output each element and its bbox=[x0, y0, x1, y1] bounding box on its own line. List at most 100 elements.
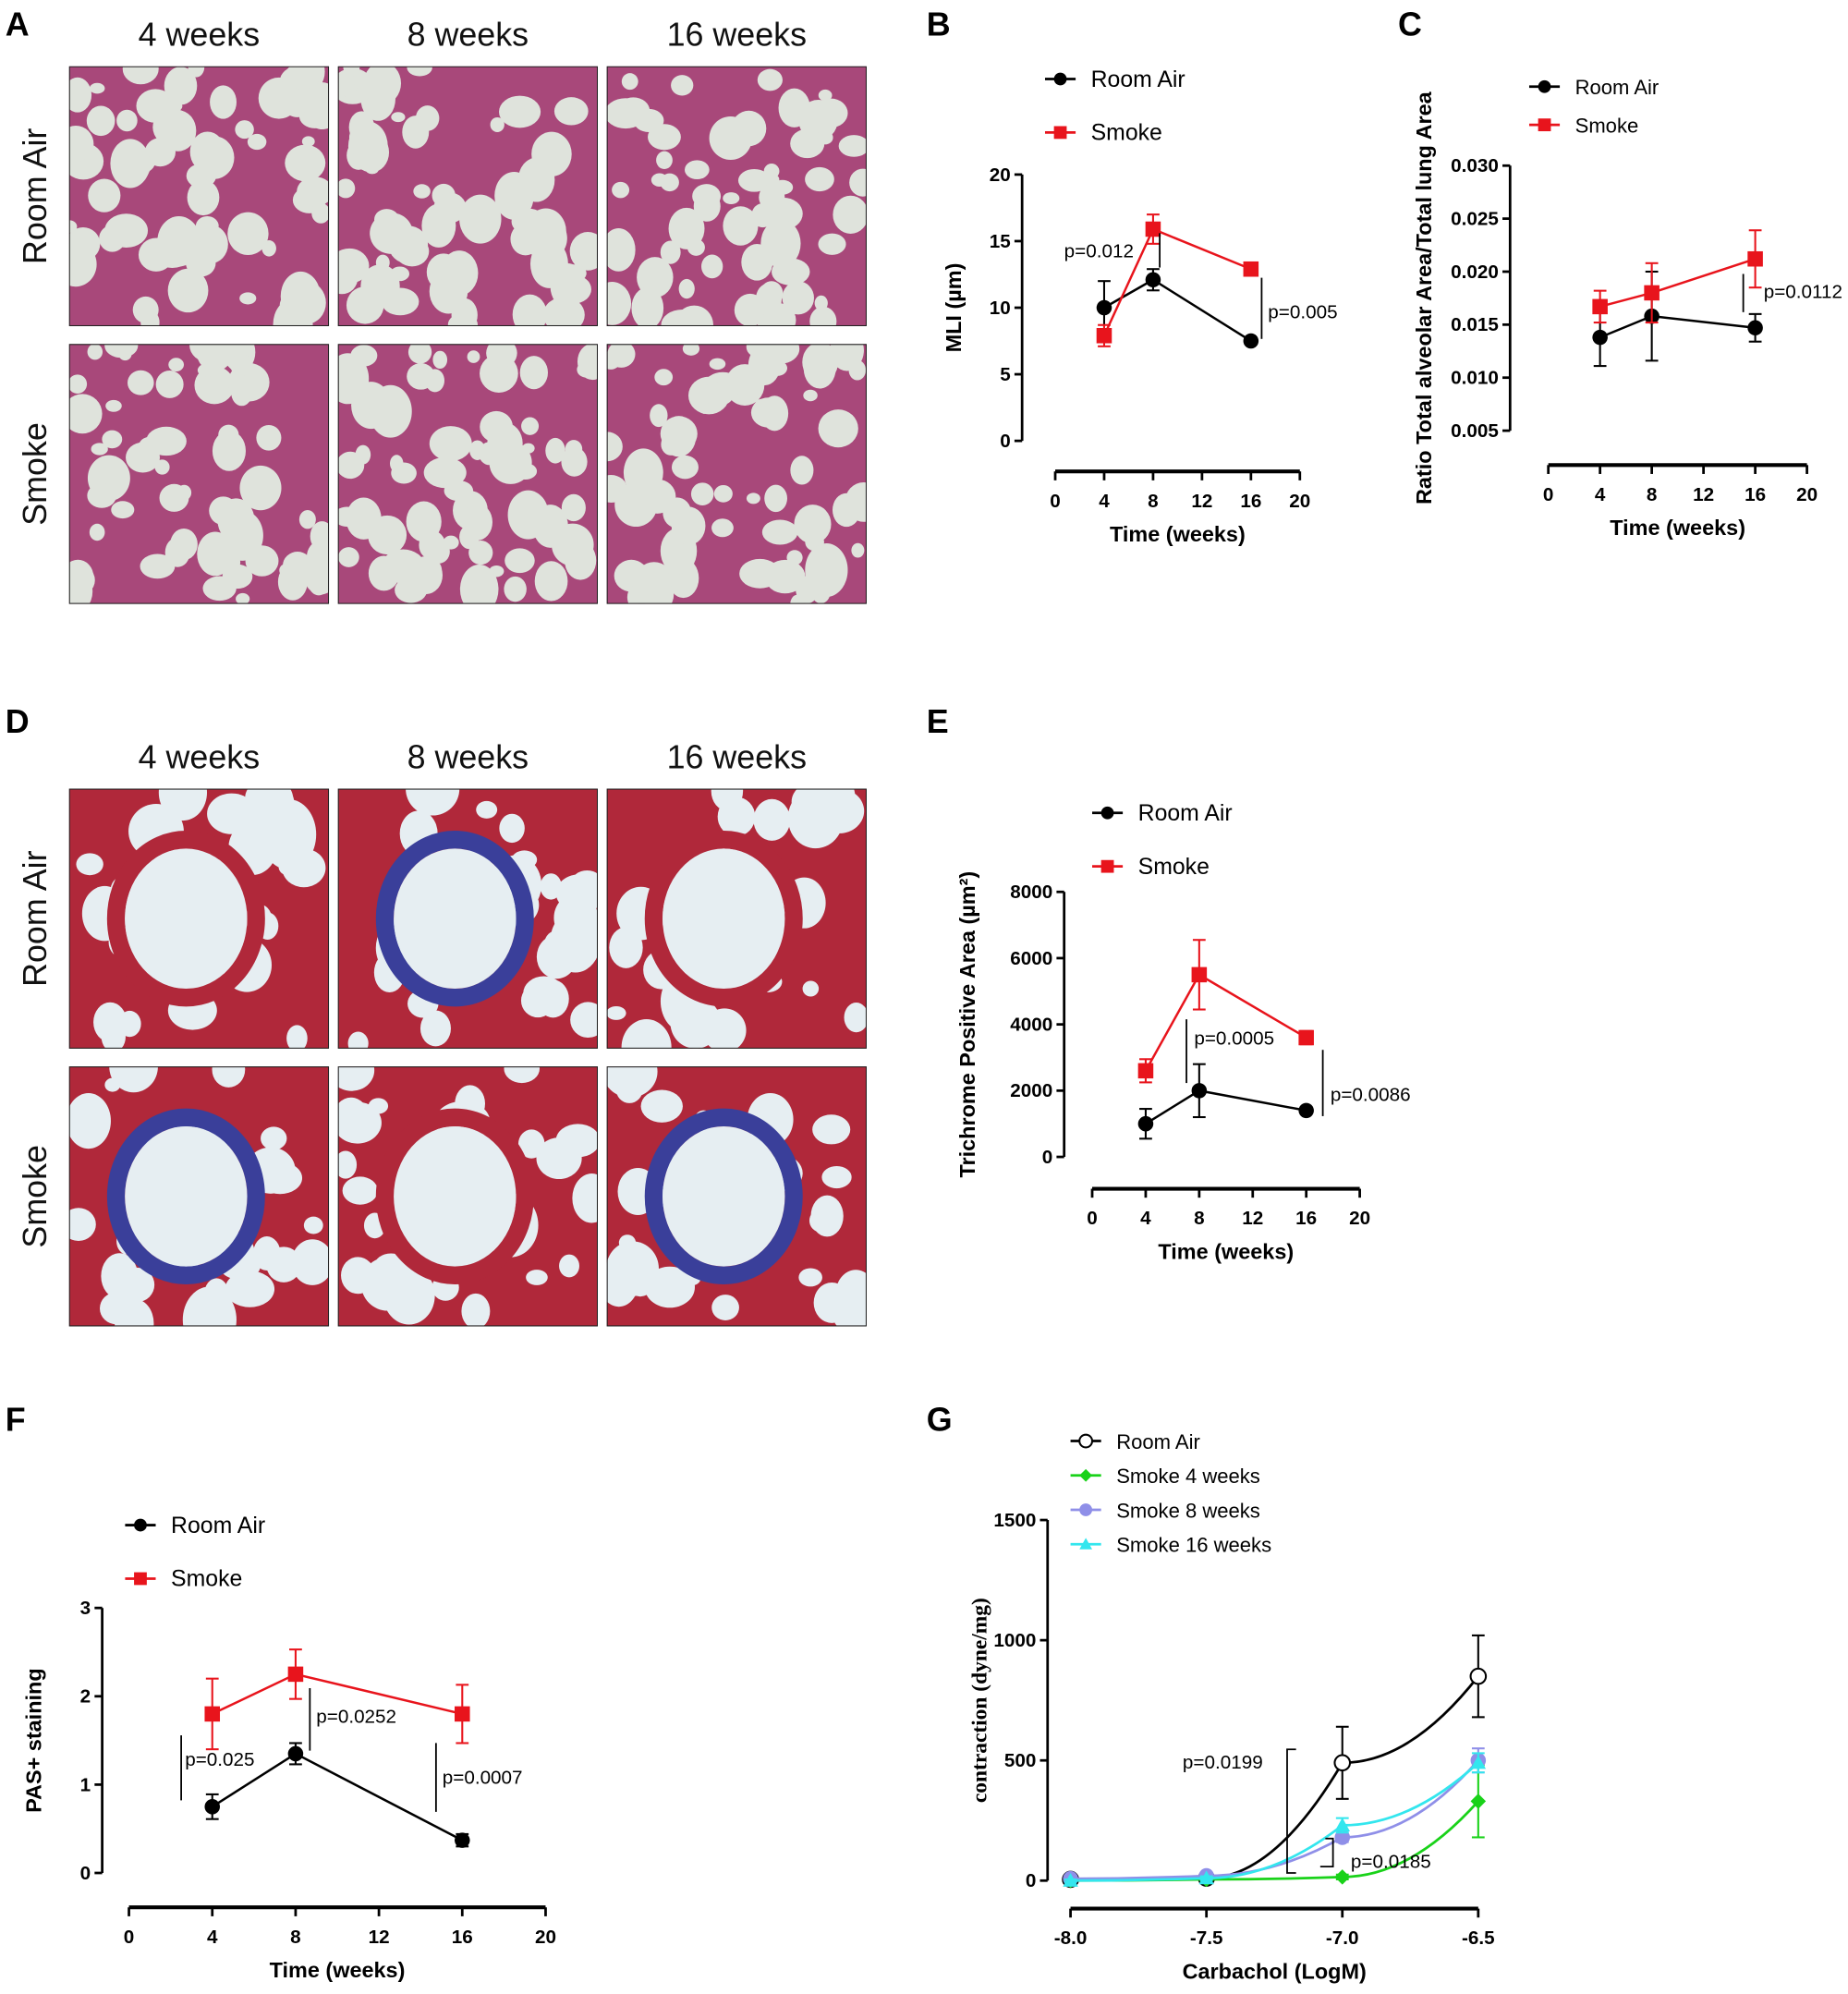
alveolus bbox=[504, 576, 527, 602]
alveolus bbox=[236, 592, 250, 604]
alveolus bbox=[803, 389, 818, 402]
square-marker bbox=[1592, 298, 1608, 315]
y-tick-label: 0 bbox=[1042, 1147, 1053, 1168]
alveolus bbox=[476, 800, 498, 819]
alveolus bbox=[68, 241, 97, 287]
alveolus bbox=[194, 136, 235, 179]
alveolus bbox=[187, 179, 220, 216]
alveolus bbox=[555, 873, 598, 913]
airway bbox=[106, 1108, 265, 1284]
alveolus bbox=[291, 1239, 330, 1285]
alveolus bbox=[794, 505, 832, 544]
alveolus bbox=[737, 168, 771, 192]
airway bbox=[106, 831, 265, 1007]
airway bbox=[375, 831, 534, 1007]
circle-marker bbox=[1096, 299, 1112, 316]
histology-panel-a: 4 weeks 8 weeks 16 weeks Room Air Smoke bbox=[17, 17, 867, 604]
alveolus bbox=[830, 344, 864, 371]
alveolus bbox=[202, 576, 237, 602]
alveolus bbox=[757, 68, 783, 91]
y-tick-label: 2 bbox=[80, 1686, 91, 1708]
alveolus bbox=[99, 225, 126, 252]
alveolus bbox=[459, 564, 499, 604]
column-header: 16 weeks bbox=[667, 17, 807, 54]
alveolus bbox=[167, 268, 209, 313]
alveolus bbox=[618, 1234, 637, 1251]
alveolus bbox=[782, 281, 814, 315]
open-circle-marker bbox=[1333, 1754, 1352, 1772]
alveolus bbox=[209, 496, 238, 526]
panel-label: A bbox=[6, 6, 30, 43]
alveolus bbox=[128, 370, 154, 395]
alveolus bbox=[369, 384, 412, 438]
alveolus bbox=[521, 417, 540, 435]
triangle-marker bbox=[1198, 1870, 1214, 1885]
x-tick-label: 8 bbox=[290, 1927, 301, 1948]
alveolus bbox=[767, 360, 788, 376]
x-tick-label: 0 bbox=[124, 1927, 135, 1948]
square-marker bbox=[1644, 285, 1660, 301]
row-header: Smoke bbox=[17, 1145, 54, 1248]
alveolus bbox=[118, 347, 132, 361]
alveolus bbox=[814, 98, 848, 128]
alveolus bbox=[440, 250, 479, 296]
alveolus bbox=[122, 66, 159, 85]
alveolus bbox=[68, 1208, 96, 1241]
square-marker bbox=[1538, 118, 1551, 132]
series-room-air bbox=[204, 1742, 470, 1848]
alveolus bbox=[297, 176, 330, 207]
alveolus bbox=[68, 220, 78, 234]
alveolus bbox=[413, 184, 431, 199]
alveolus bbox=[661, 433, 681, 456]
x-tick-label: 0 bbox=[1050, 491, 1061, 512]
triangle-marker bbox=[1334, 1818, 1351, 1832]
alveolus bbox=[720, 1029, 739, 1045]
alveolus bbox=[86, 105, 116, 137]
alveolus bbox=[227, 212, 269, 255]
alveolus bbox=[760, 219, 801, 268]
alveolus bbox=[542, 297, 585, 327]
panel-label: B bbox=[927, 6, 951, 43]
x-tick-label: 16 bbox=[1240, 491, 1261, 512]
circle-marker bbox=[1100, 806, 1114, 820]
x-axis-label: Time (weeks) bbox=[1110, 522, 1246, 546]
alveolus bbox=[152, 108, 193, 147]
alveolus bbox=[809, 306, 837, 327]
y-tick-label: 8000 bbox=[1010, 881, 1052, 903]
y-tick-label: 0.015 bbox=[1451, 314, 1499, 335]
legend-label: Smoke 16 weeks bbox=[1116, 1534, 1271, 1557]
fit-curve bbox=[1070, 1675, 1479, 1881]
circle-marker bbox=[455, 1832, 470, 1848]
x-tick-label: 4 bbox=[1099, 491, 1110, 512]
alveolus bbox=[368, 1098, 389, 1114]
alveolus bbox=[494, 171, 534, 220]
alveolus bbox=[391, 462, 417, 484]
y-tick-label: 15 bbox=[990, 231, 1011, 252]
alveolus bbox=[89, 523, 105, 541]
alveolus bbox=[520, 983, 555, 1018]
alveolus bbox=[158, 788, 208, 821]
alveolus bbox=[818, 233, 846, 255]
alveolus bbox=[341, 1257, 375, 1295]
y-tick-label: 1500 bbox=[993, 1510, 1036, 1531]
alveolus bbox=[253, 1236, 281, 1271]
alveolus bbox=[109, 1066, 158, 1093]
alveolus bbox=[215, 551, 241, 574]
series-smoke bbox=[204, 1648, 470, 1751]
alveolus bbox=[337, 1101, 382, 1144]
circle-marker bbox=[1079, 1503, 1093, 1516]
alveolus bbox=[553, 97, 589, 126]
square-marker bbox=[134, 1572, 147, 1586]
p-value-annotation: p=0.0199 bbox=[1183, 1752, 1263, 1773]
alveolus bbox=[68, 394, 103, 434]
alveolus bbox=[565, 541, 597, 580]
circle-marker bbox=[1243, 333, 1259, 349]
alveolus bbox=[675, 305, 714, 327]
alveolus bbox=[76, 853, 103, 876]
alveolus bbox=[540, 873, 562, 900]
alveolus bbox=[606, 282, 632, 325]
alveolus bbox=[577, 344, 598, 381]
triangle-marker bbox=[1079, 1538, 1093, 1550]
alveolus bbox=[480, 410, 513, 443]
x-tick-label: 16 bbox=[452, 1927, 473, 1948]
